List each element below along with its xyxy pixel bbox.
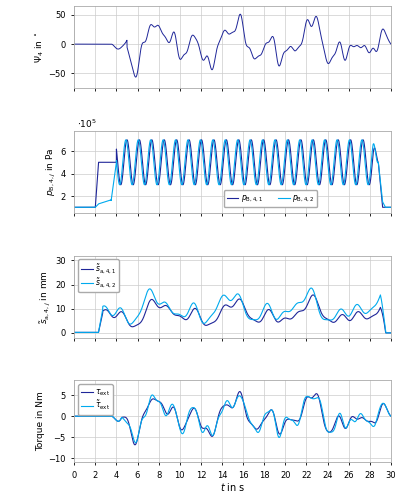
$\tau_{\mathrm{ext}}$ — [310, 394, 315, 400]
$\tilde{\tau}_{\mathrm{ext}}$ — [352, 418, 356, 424]
$p_{\mathrm{B},4,2}$ — [75, 204, 80, 210]
$p_{\mathrm{B},4,1}$ — [125, 137, 130, 143]
$p_{\mathrm{B},4,2}$ — [215, 175, 220, 181]
$p_{\mathrm{B},4,1}$ — [75, 204, 80, 210]
Line: $\tilde{\tau}_{\mathrm{ext}}$: $\tilde{\tau}_{\mathrm{ext}}$ — [74, 395, 391, 442]
$p_{\mathrm{B},4,2}$ — [389, 204, 393, 210]
$\tilde{s}_{\mathrm{a},4,1}$ — [352, 314, 356, 320]
$\tilde{s}_{\mathrm{a},4,1}$ — [384, 330, 389, 336]
$\tilde{\tau}_{\mathrm{ext}}$ — [389, 413, 393, 419]
$\tilde{s}_{\mathrm{a},4,1}$ — [389, 330, 393, 336]
$\tilde{\tau}_{\mathrm{ext}}$ — [147, 399, 152, 405]
$p_{\mathrm{B},4,1}$ — [310, 140, 315, 146]
$p_{\mathrm{B},4,1}$ — [147, 154, 152, 160]
$p_{\mathrm{B},4,1}$ — [352, 162, 356, 168]
$p_{\mathrm{B},4,1}$ — [389, 204, 393, 210]
Y-axis label: $\Psi_4$ in $^\circ$: $\Psi_4$ in $^\circ$ — [33, 31, 46, 63]
$\tau_{\mathrm{ext}}$ — [72, 413, 77, 419]
$\tau_{\mathrm{ext}}$ — [147, 401, 152, 407]
Legend: $p_{\mathrm{B},4,1}$, $p_{\mathrm{B},4,2}$: $p_{\mathrm{B},4,1}$, $p_{\mathrm{B},4,2… — [224, 190, 317, 208]
$\tau_{\mathrm{ext}}$ — [237, 388, 242, 394]
$p_{\mathrm{B},4,2}$ — [310, 137, 315, 143]
$p_{\mathrm{B},4,2}$ — [72, 204, 77, 210]
$\tilde{s}_{\mathrm{a},4,1}$ — [215, 316, 220, 322]
$\tilde{\tau}_{\mathrm{ext}}$ — [310, 396, 315, 402]
$\tilde{\tau}_{\mathrm{ext}}$ — [150, 392, 155, 398]
$p_{\mathrm{B},4,2}$ — [148, 137, 153, 143]
$\tau_{\mathrm{ext}}$ — [389, 413, 393, 419]
$\tau_{\mathrm{ext}}$ — [352, 414, 356, 420]
Line: $\tau_{\mathrm{ext}}$: $\tau_{\mathrm{ext}}$ — [74, 392, 391, 445]
$p_{\mathrm{B},4,2}$ — [352, 173, 356, 179]
$\tau_{\mathrm{ext}}$ — [133, 442, 138, 448]
Legend: $\tilde{s}_{\mathrm{a},4,1}$, $\tilde{s}_{\mathrm{a},4,2}$: $\tilde{s}_{\mathrm{a},4,1}$, $\tilde{s}… — [78, 260, 119, 292]
$\tilde{\tau}_{\mathrm{ext}}$ — [75, 413, 80, 419]
$\tilde{s}_{\mathrm{a},4,2}$ — [309, 285, 314, 291]
Line: $\tilde{s}_{\mathrm{a},4,2}$: $\tilde{s}_{\mathrm{a},4,2}$ — [74, 288, 391, 333]
$\tilde{s}_{\mathrm{a},4,2}$ — [310, 286, 315, 292]
$\tilde{s}_{\mathrm{a},4,2}$ — [215, 303, 220, 309]
Text: $\cdot 10^5$: $\cdot 10^5$ — [77, 118, 97, 130]
$\tilde{s}_{\mathrm{a},4,1}$ — [75, 330, 80, 336]
Y-axis label: Torque in Nm: Torque in Nm — [36, 392, 46, 452]
X-axis label: $t$ in s: $t$ in s — [220, 481, 245, 493]
$\tilde{\tau}_{\mathrm{ext}}$ — [384, 406, 389, 411]
Line: $\tilde{s}_{\mathrm{a},4,1}$: $\tilde{s}_{\mathrm{a},4,1}$ — [74, 295, 391, 333]
$\tilde{s}_{\mathrm{a},4,1}$ — [310, 292, 315, 298]
Y-axis label: $p_{\mathrm{B},4,j}$ in Pa: $p_{\mathrm{B},4,j}$ in Pa — [45, 148, 58, 196]
$\tilde{s}_{\mathrm{a},4,2}$ — [389, 330, 393, 336]
$\tau_{\mathrm{ext}}$ — [215, 417, 220, 423]
Legend: $\tau_{\mathrm{ext}}$, $\tilde{\tau}_{\mathrm{ext}}$: $\tau_{\mathrm{ext}}$, $\tilde{\tau}_{\m… — [78, 384, 113, 415]
$\tau_{\mathrm{ext}}$ — [75, 413, 80, 419]
Line: $p_{\mathrm{B},4,2}$: $p_{\mathrm{B},4,2}$ — [74, 140, 391, 207]
$p_{\mathrm{B},4,1}$ — [215, 164, 220, 170]
$\tilde{\tau}_{\mathrm{ext}}$ — [215, 418, 220, 424]
$\tilde{s}_{\mathrm{a},4,2}$ — [72, 330, 77, 336]
$\tilde{\tau}_{\mathrm{ext}}$ — [72, 413, 77, 419]
$\tilde{s}_{\mathrm{a},4,1}$ — [147, 299, 152, 305]
$\tau_{\mathrm{ext}}$ — [384, 406, 389, 411]
$p_{\mathrm{B},4,1}$ — [72, 204, 77, 210]
$\tilde{s}_{\mathrm{a},4,1}$ — [383, 330, 388, 336]
Y-axis label: $\tilde{s}_{\mathrm{a},4,j}$ in mm: $\tilde{s}_{\mathrm{a},4,j}$ in mm — [38, 270, 53, 324]
$\tilde{s}_{\mathrm{a},4,2}$ — [147, 286, 152, 292]
$\tilde{s}_{\mathrm{a},4,1}$ — [311, 292, 316, 298]
$p_{\mathrm{B},4,2}$ — [147, 144, 152, 150]
$\tilde{s}_{\mathrm{a},4,2}$ — [383, 330, 388, 336]
$p_{\mathrm{B},4,1}$ — [384, 204, 389, 210]
$\tilde{s}_{\mathrm{a},4,2}$ — [384, 330, 389, 336]
$\tilde{s}_{\mathrm{a},4,2}$ — [352, 305, 356, 311]
$\tilde{s}_{\mathrm{a},4,2}$ — [75, 330, 80, 336]
$\tilde{s}_{\mathrm{a},4,1}$ — [72, 330, 77, 336]
$\tilde{\tau}_{\mathrm{ext}}$ — [133, 440, 138, 446]
$p_{\mathrm{B},4,2}$ — [384, 204, 389, 210]
Line: $p_{\mathrm{B},4,1}$: $p_{\mathrm{B},4,1}$ — [74, 140, 391, 207]
